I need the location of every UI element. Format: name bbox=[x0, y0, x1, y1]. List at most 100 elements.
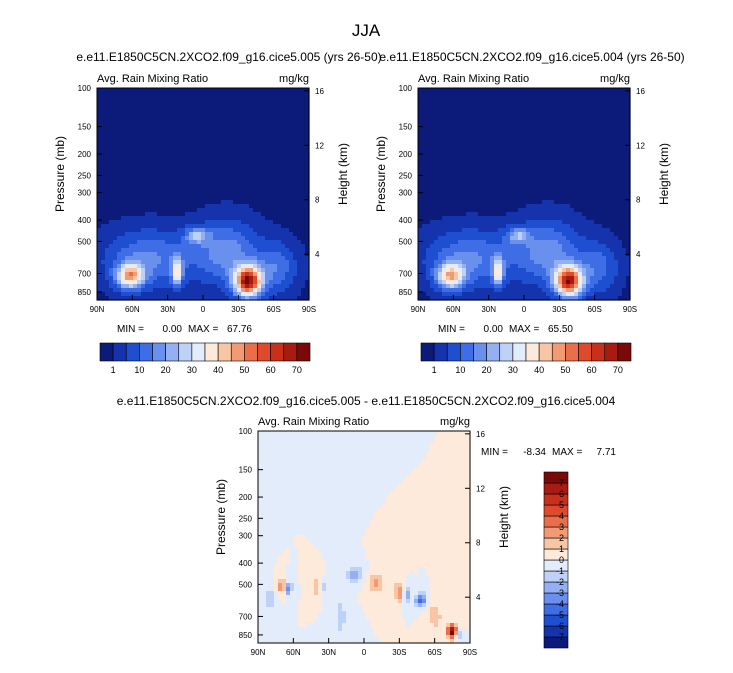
field-cell bbox=[101, 128, 106, 133]
field-cell bbox=[153, 160, 158, 165]
field-cell bbox=[418, 204, 423, 209]
field-cell bbox=[502, 156, 507, 161]
field-cell bbox=[502, 292, 507, 297]
field-cell bbox=[486, 256, 491, 261]
field-cell bbox=[542, 148, 547, 153]
field-cell bbox=[498, 172, 503, 177]
field-cell bbox=[498, 112, 503, 117]
field-cell bbox=[201, 104, 206, 109]
field-cell bbox=[101, 112, 106, 117]
field-cell bbox=[205, 148, 210, 153]
field-cell bbox=[442, 100, 447, 105]
field-cell bbox=[538, 116, 543, 121]
field-cell bbox=[301, 248, 306, 253]
field-cell bbox=[197, 108, 202, 113]
field-cell bbox=[458, 244, 463, 249]
field-cell bbox=[442, 112, 447, 117]
field-cell bbox=[201, 212, 206, 217]
field-cell bbox=[237, 280, 242, 285]
field-cell bbox=[97, 224, 102, 229]
field-cell bbox=[149, 148, 154, 153]
field-cell bbox=[169, 264, 174, 269]
field-cell bbox=[522, 252, 527, 257]
field-cell bbox=[153, 136, 158, 141]
field-cell bbox=[422, 184, 427, 189]
field-cell bbox=[181, 232, 186, 237]
field-cell bbox=[269, 96, 274, 101]
field-cell bbox=[490, 128, 495, 133]
y-axis-label: Pressure (mb) bbox=[53, 136, 67, 212]
field-cell bbox=[273, 276, 278, 281]
field-cell bbox=[574, 232, 579, 237]
field-cell bbox=[490, 196, 495, 201]
field-cell bbox=[253, 248, 258, 253]
field-cell bbox=[434, 176, 439, 181]
field-cell bbox=[257, 120, 262, 125]
field-cell bbox=[189, 248, 194, 253]
field-cell bbox=[225, 212, 230, 217]
field-cell bbox=[550, 172, 555, 177]
field-cell bbox=[514, 284, 519, 289]
field-cell bbox=[117, 152, 122, 157]
field-cell bbox=[422, 176, 427, 181]
field-cell bbox=[490, 92, 495, 97]
field-cell bbox=[165, 288, 170, 293]
field-cell bbox=[97, 184, 102, 189]
field-cell bbox=[133, 216, 138, 221]
field-cell bbox=[253, 120, 258, 125]
field-cell bbox=[466, 256, 471, 261]
field-cell bbox=[466, 240, 471, 245]
field-cell bbox=[297, 292, 302, 297]
field-cell bbox=[141, 128, 146, 133]
field-cell bbox=[546, 152, 551, 157]
field-cell bbox=[546, 148, 551, 153]
field-cell bbox=[470, 256, 475, 261]
field-cell bbox=[570, 152, 575, 157]
field-cell bbox=[273, 216, 278, 221]
field-cell bbox=[169, 284, 174, 289]
field-cell bbox=[121, 208, 126, 213]
field-cell bbox=[426, 196, 431, 201]
field-cell bbox=[181, 244, 186, 249]
field-cell bbox=[494, 248, 499, 253]
field-cell bbox=[237, 204, 242, 209]
field-cell bbox=[133, 160, 138, 165]
field-cell bbox=[193, 200, 198, 205]
field-cell bbox=[438, 280, 443, 285]
field-cell bbox=[474, 272, 479, 277]
field-cell bbox=[430, 244, 435, 249]
field-cell bbox=[129, 276, 134, 281]
field-cell bbox=[213, 104, 218, 109]
field-cell bbox=[245, 260, 250, 265]
field-cell bbox=[177, 284, 182, 289]
field-cell bbox=[153, 92, 158, 97]
field-cell bbox=[562, 176, 567, 181]
field-cell bbox=[422, 212, 427, 217]
field-cell bbox=[482, 184, 487, 189]
field-cell bbox=[562, 188, 567, 193]
field-cell bbox=[301, 108, 306, 113]
field-cell bbox=[189, 240, 194, 245]
field-cell bbox=[293, 284, 298, 289]
colorbar-box bbox=[152, 342, 166, 362]
field-cell bbox=[418, 120, 423, 125]
field-cell bbox=[277, 264, 282, 269]
field-cell bbox=[261, 100, 266, 105]
field-cell bbox=[217, 144, 222, 149]
field-cell bbox=[129, 112, 134, 117]
field-cell bbox=[458, 156, 463, 161]
field-cell bbox=[458, 188, 463, 193]
field-cell bbox=[149, 260, 154, 265]
field-cell bbox=[141, 284, 146, 289]
field-cell bbox=[305, 212, 310, 217]
field-cell bbox=[510, 144, 515, 149]
field-cell bbox=[133, 284, 138, 289]
field-cell bbox=[185, 240, 190, 245]
field-cell bbox=[297, 228, 302, 233]
field-cell bbox=[193, 92, 198, 97]
field-cell bbox=[446, 196, 451, 201]
field-cell bbox=[97, 160, 102, 165]
field-cell bbox=[422, 96, 427, 101]
field-cell bbox=[550, 164, 555, 169]
field-cell bbox=[494, 148, 499, 153]
